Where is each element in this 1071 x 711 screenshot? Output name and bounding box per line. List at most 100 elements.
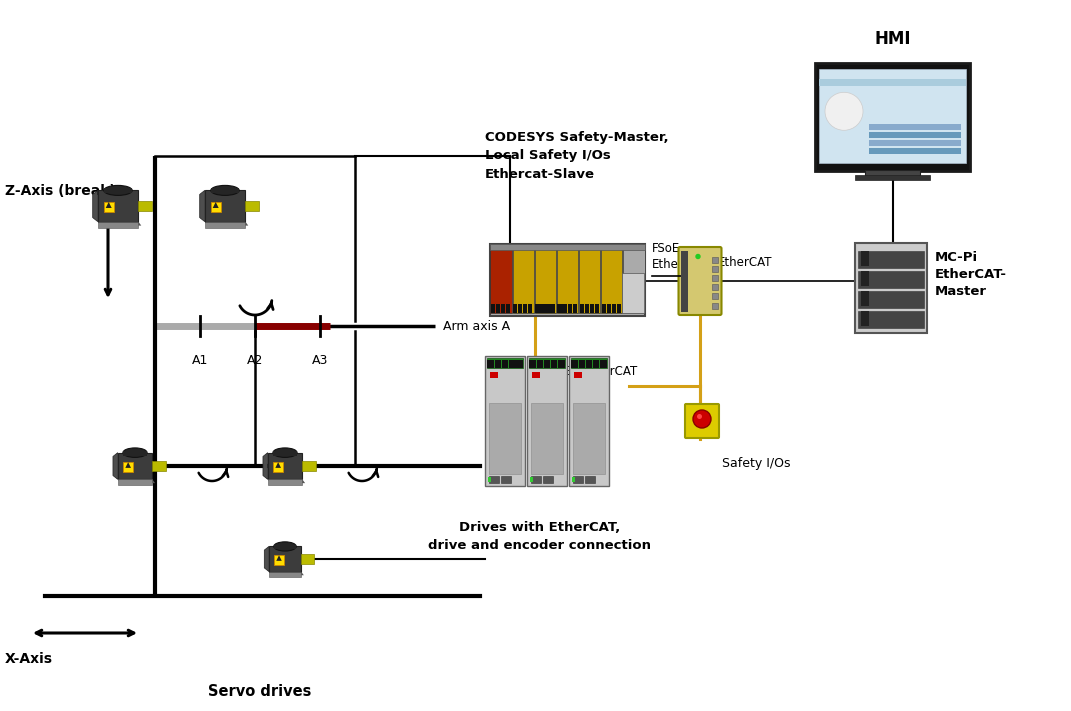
Bar [491, 372, 498, 378]
Polygon shape [265, 547, 269, 572]
Bar [579, 304, 584, 313]
Bar [578, 360, 585, 368]
Bar [529, 360, 536, 368]
Text: MC-Pi
EtherCAT-
Master: MC-Pi EtherCAT- Master [935, 251, 1007, 298]
Bar [211, 202, 221, 212]
Bar [586, 360, 592, 368]
Bar [861, 311, 869, 326]
Bar [712, 294, 718, 299]
Bar [819, 79, 966, 86]
Bar [562, 304, 567, 313]
Circle shape [825, 92, 863, 130]
Bar [574, 372, 582, 378]
Bar [531, 402, 563, 474]
Bar [855, 175, 931, 180]
Bar [861, 291, 869, 306]
Bar [541, 304, 544, 313]
Text: A1: A1 [192, 354, 208, 367]
Bar [529, 358, 565, 368]
Ellipse shape [273, 448, 297, 457]
Bar [518, 304, 523, 313]
Bar [118, 479, 152, 485]
Ellipse shape [211, 186, 239, 196]
Bar [573, 402, 605, 474]
Bar [273, 451, 297, 456]
Polygon shape [263, 453, 268, 479]
Bar [301, 555, 314, 564]
Bar [545, 304, 549, 313]
Bar [590, 304, 594, 313]
Text: A2: A2 [246, 354, 263, 367]
Polygon shape [268, 479, 305, 483]
FancyBboxPatch shape [685, 404, 719, 438]
Bar [602, 304, 606, 313]
Polygon shape [199, 191, 205, 222]
Bar [487, 360, 494, 368]
Text: FSoE
EtherCAT: FSoE EtherCAT [652, 242, 707, 270]
Bar [211, 188, 239, 193]
Bar [572, 477, 575, 482]
Bar [858, 311, 924, 328]
Bar [865, 170, 920, 176]
Bar [557, 247, 578, 313]
Bar [639, 304, 644, 313]
Text: Servo drives: Servo drives [209, 683, 312, 698]
Circle shape [693, 410, 711, 428]
Bar [712, 284, 718, 290]
Text: HMI: HMI [874, 30, 910, 48]
Circle shape [697, 414, 702, 419]
Bar [507, 304, 511, 313]
Bar [118, 453, 152, 479]
Bar [528, 304, 532, 313]
Bar [557, 304, 561, 313]
Text: Z-Axis (break): Z-Axis (break) [5, 184, 116, 198]
Ellipse shape [123, 448, 147, 457]
Bar [495, 360, 501, 368]
Bar [501, 304, 506, 313]
Bar [569, 356, 609, 486]
Circle shape [696, 255, 700, 259]
Bar [269, 572, 301, 577]
Bar [712, 257, 718, 262]
Bar [617, 304, 621, 313]
Bar [152, 461, 166, 471]
FancyBboxPatch shape [679, 247, 722, 315]
Bar [268, 479, 302, 485]
Bar [536, 304, 540, 313]
Bar [607, 304, 610, 313]
Bar [501, 476, 511, 483]
Bar [558, 360, 564, 368]
Bar [273, 462, 283, 471]
Ellipse shape [274, 542, 297, 551]
Bar [858, 251, 924, 268]
Bar [496, 304, 500, 313]
Bar [593, 360, 600, 368]
Text: EtherCAT: EtherCAT [718, 257, 772, 269]
Bar [612, 304, 616, 313]
Polygon shape [93, 191, 97, 222]
Bar [869, 148, 961, 154]
Polygon shape [125, 462, 131, 468]
Bar [552, 360, 558, 368]
Bar [487, 358, 523, 368]
Bar [491, 244, 645, 250]
Bar [527, 356, 567, 486]
Bar [712, 266, 718, 272]
Polygon shape [106, 202, 111, 208]
Bar [532, 372, 540, 378]
Bar [524, 304, 527, 313]
Text: Safety I/Os: Safety I/Os [722, 456, 790, 469]
Text: Arm axis A: Arm axis A [443, 319, 510, 333]
Bar [491, 304, 495, 313]
Polygon shape [97, 222, 141, 225]
Text: FSoE / EtherCAT: FSoE / EtherCAT [543, 365, 637, 378]
Bar [623, 304, 628, 313]
Bar [534, 247, 556, 313]
Bar [869, 139, 961, 146]
Polygon shape [112, 453, 118, 479]
Bar [571, 358, 607, 368]
Bar [585, 476, 595, 483]
Bar [861, 271, 869, 286]
Ellipse shape [104, 186, 132, 196]
Bar [601, 247, 622, 313]
